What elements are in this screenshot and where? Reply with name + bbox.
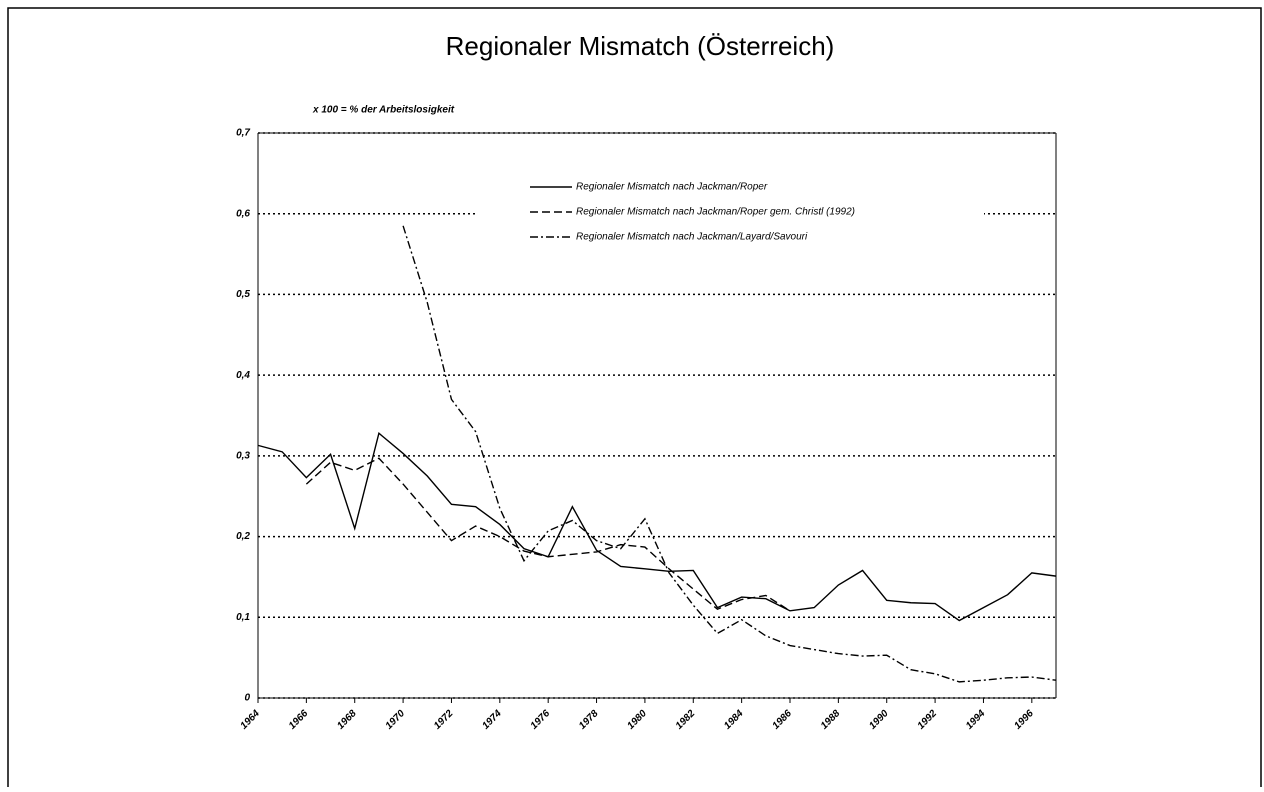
y-tick-label: 0,5	[236, 289, 250, 300]
x-tick-label: 1964	[238, 708, 262, 732]
x-tick-label: 1996	[1012, 708, 1036, 732]
x-tick-label: 1980	[625, 708, 649, 732]
x-tick-label: 1970	[384, 708, 408, 732]
y-tick-label: 0,7	[236, 128, 250, 139]
x-tick-label: 1978	[577, 708, 601, 732]
x-tick-label: 1992	[916, 708, 940, 732]
y-tick-label: 0,6	[236, 208, 250, 219]
y-tick-label: 0,1	[236, 612, 250, 623]
x-tick-label: 1986	[770, 708, 794, 732]
chart-title: Regionaler Mismatch (Österreich)	[446, 31, 835, 61]
x-tick-label: 1990	[867, 708, 891, 732]
x-tick-label: 1968	[335, 708, 359, 732]
legend-label: Regionaler Mismatch nach Jackman/Roper	[576, 182, 768, 193]
y-tick-label: 0,4	[236, 370, 250, 381]
x-tick-label: 1994	[964, 708, 988, 732]
series-line	[305, 457, 791, 612]
y-tick-label: 0	[244, 693, 250, 704]
x-tick-label: 1984	[722, 708, 746, 732]
legend-label: Regionaler Mismatch nach Jackman/Roper g…	[576, 207, 855, 218]
y-tick-label: 0,3	[236, 450, 250, 461]
frame	[7, 7, 1262, 792]
series-line	[402, 225, 1057, 683]
legend-label: Regionaler Mismatch nach Jackman/Layard/…	[576, 232, 808, 243]
series-line	[257, 432, 1057, 622]
y-tick-label: 0,2	[236, 531, 250, 542]
subtitle: x 100 = % der Arbeitslosigkeit	[312, 105, 455, 116]
x-tick-label: 1988	[819, 708, 843, 732]
x-tick-label: 1974	[480, 708, 504, 732]
x-tick-label: 1972	[432, 708, 456, 732]
x-tick-label: 1976	[529, 708, 553, 732]
x-tick-label: 1966	[287, 708, 311, 732]
x-tick-label: 1982	[674, 708, 698, 732]
